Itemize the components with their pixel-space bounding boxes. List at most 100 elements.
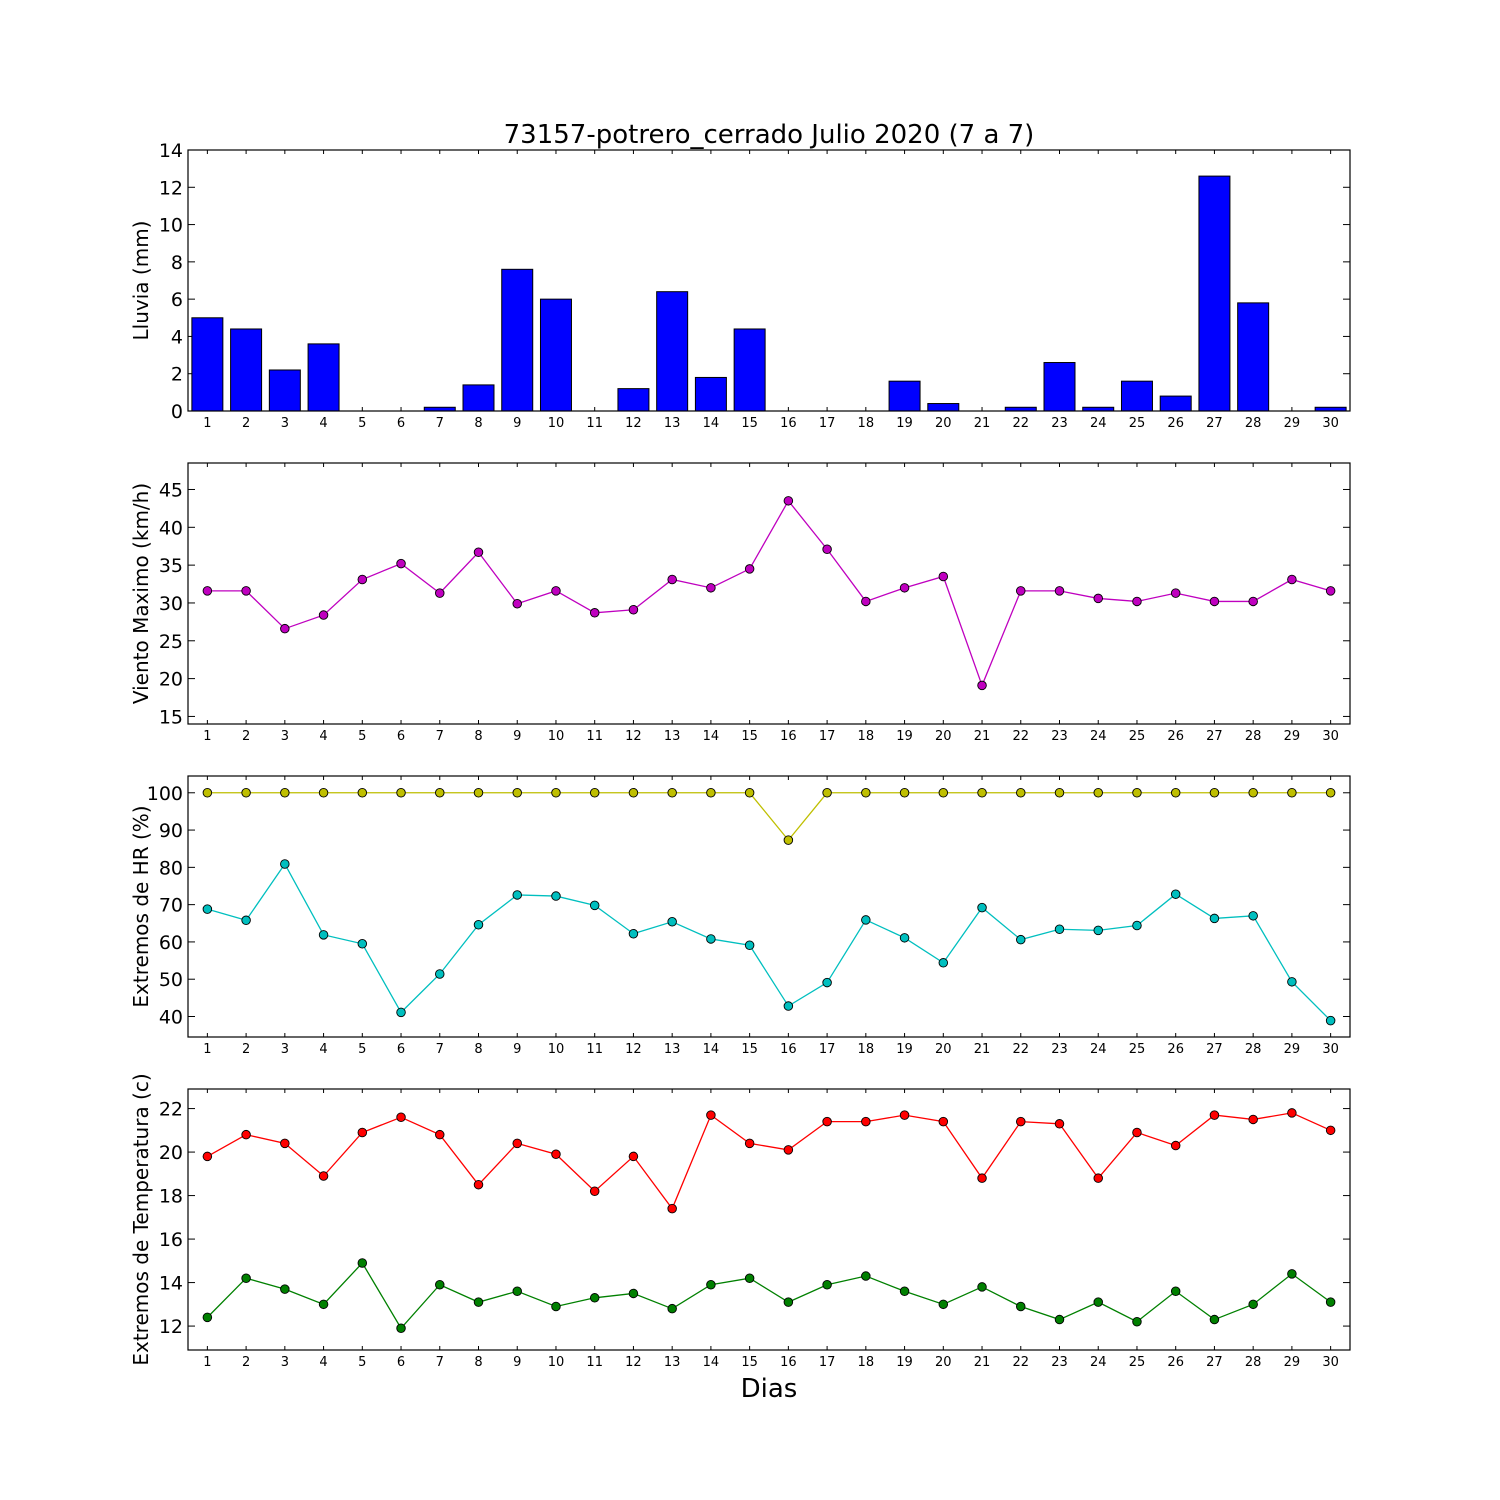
rain-bar bbox=[1237, 302, 1270, 412]
temperature-series-line-2 bbox=[206, 1261, 1332, 1330]
x-tick-label: 24 bbox=[1090, 416, 1107, 431]
humidity-data-point bbox=[899, 788, 910, 798]
x-tick-label: 23 bbox=[1051, 1042, 1068, 1057]
y-tick-label: 14 bbox=[159, 1273, 183, 1295]
x-tick-label: 5 bbox=[358, 729, 366, 744]
temperature-data-point bbox=[512, 1138, 522, 1149]
humidity-data-point bbox=[1054, 788, 1065, 798]
y-tick-label: 4 bbox=[171, 326, 183, 348]
y-tick-label: 22 bbox=[159, 1099, 183, 1121]
humidity-data-point bbox=[783, 835, 794, 845]
humidity-data-point bbox=[551, 788, 561, 798]
wind-data-point bbox=[822, 544, 832, 554]
x-tick-label: 4 bbox=[319, 1042, 327, 1057]
temperature-data-point bbox=[1132, 1316, 1142, 1327]
x-tick-label: 9 bbox=[513, 1042, 521, 1057]
y-tick-label: 18 bbox=[159, 1186, 183, 1208]
wind-data-point bbox=[357, 574, 368, 585]
x-tick-label: 12 bbox=[625, 1042, 642, 1057]
wind-data-point bbox=[435, 588, 445, 598]
wind-data-point bbox=[1054, 586, 1065, 596]
y-tick-label: 90 bbox=[159, 820, 183, 842]
x-tick-label: 8 bbox=[474, 1042, 482, 1057]
x-tick-label: 10 bbox=[548, 1355, 565, 1370]
temperature-data-point bbox=[1287, 1269, 1297, 1279]
y-tick-label: 15 bbox=[159, 706, 183, 728]
y-tick-label: 0 bbox=[171, 401, 183, 423]
x-tick-label: 10 bbox=[548, 729, 565, 744]
y-tick-label: 20 bbox=[159, 1142, 183, 1164]
temperature-data-point bbox=[706, 1279, 716, 1290]
humidity-data-point bbox=[1132, 788, 1142, 798]
x-tick-label: 19 bbox=[896, 729, 913, 744]
y-tick-label: 80 bbox=[159, 857, 183, 879]
temperature-data-point bbox=[357, 1127, 368, 1138]
y-tick-label: 14 bbox=[159, 140, 183, 162]
x-tick-label: 2 bbox=[242, 416, 250, 431]
humidity-series-line-1 bbox=[207, 792, 1331, 842]
x-tick-label: 13 bbox=[664, 1355, 681, 1370]
wind-data-point bbox=[396, 558, 406, 569]
x-tick-label: 12 bbox=[625, 1355, 642, 1370]
x-tick-label: 13 bbox=[664, 1042, 681, 1057]
humidity-data-point bbox=[861, 788, 871, 798]
temperature-data-point bbox=[473, 1297, 484, 1307]
humidity-data-point bbox=[822, 788, 832, 798]
x-tick-label: 12 bbox=[625, 416, 642, 431]
x-tick-label: 26 bbox=[1167, 416, 1184, 431]
humidity-data-point bbox=[435, 788, 445, 798]
temperature-y-axis-label: Extremos de Temperatura (c) bbox=[129, 1073, 153, 1365]
x-tick-label: 18 bbox=[858, 1355, 875, 1370]
temperature-data-point bbox=[318, 1171, 329, 1181]
humidity-data-point bbox=[1170, 889, 1181, 899]
x-tick-label: 22 bbox=[1012, 1042, 1029, 1057]
humidity-data-point bbox=[899, 933, 910, 943]
y-tick-label: 100 bbox=[147, 783, 183, 805]
wind-data-point bbox=[318, 610, 329, 620]
x-tick-label: 21 bbox=[974, 729, 991, 744]
humidity-data-point bbox=[1325, 1015, 1336, 1026]
humidity-data-point bbox=[706, 934, 716, 944]
x-tick-label: 15 bbox=[741, 1042, 758, 1057]
x-tick-label: 30 bbox=[1322, 1042, 1339, 1057]
wind-data-point bbox=[783, 496, 794, 506]
x-tick-label: 3 bbox=[281, 416, 289, 431]
x-tick-label: 30 bbox=[1322, 416, 1339, 431]
humidity-data-point bbox=[396, 788, 406, 798]
temperature-data-point bbox=[1016, 1301, 1026, 1312]
x-tick-label: 29 bbox=[1284, 416, 1301, 431]
wind-y-axis-label: Viento Maximo (km/h) bbox=[129, 483, 153, 704]
temperature-data-point bbox=[861, 1271, 871, 1281]
wind-data-point bbox=[977, 680, 987, 691]
x-tick-label: 1 bbox=[203, 729, 211, 744]
y-tick-label: 40 bbox=[159, 517, 183, 539]
temperature-data-point bbox=[1093, 1297, 1103, 1307]
x-tick-label: 24 bbox=[1090, 1355, 1107, 1370]
temperature-data-point bbox=[628, 1151, 639, 1162]
wind-data-point bbox=[589, 608, 600, 618]
x-axis-label: Dias bbox=[741, 1374, 798, 1404]
x-tick-label: 20 bbox=[935, 1042, 952, 1057]
x-tick-label: 6 bbox=[397, 729, 405, 744]
x-tick-label: 15 bbox=[741, 729, 758, 744]
humidity-data-point bbox=[1016, 934, 1026, 945]
temperature-data-point bbox=[667, 1203, 677, 1214]
x-tick-label: 3 bbox=[281, 729, 289, 744]
x-tick-label: 26 bbox=[1167, 1042, 1184, 1057]
temperature-data-point bbox=[977, 1282, 987, 1292]
x-tick-label: 25 bbox=[1129, 416, 1146, 431]
x-tick-label: 19 bbox=[896, 416, 913, 431]
humidity-data-point bbox=[744, 940, 755, 951]
rain-bar bbox=[617, 388, 650, 412]
x-tick-label: 17 bbox=[819, 1042, 836, 1057]
rain-bar bbox=[1120, 380, 1153, 412]
temperature-data-point bbox=[280, 1138, 290, 1149]
temperature-data-point bbox=[1248, 1299, 1258, 1310]
temperature-data-point bbox=[744, 1138, 755, 1149]
wind-data-point bbox=[280, 623, 290, 634]
x-tick-label: 16 bbox=[780, 1042, 797, 1057]
humidity-data-point bbox=[1209, 788, 1220, 798]
x-tick-label: 17 bbox=[819, 416, 836, 431]
wind-data-point bbox=[667, 574, 677, 585]
